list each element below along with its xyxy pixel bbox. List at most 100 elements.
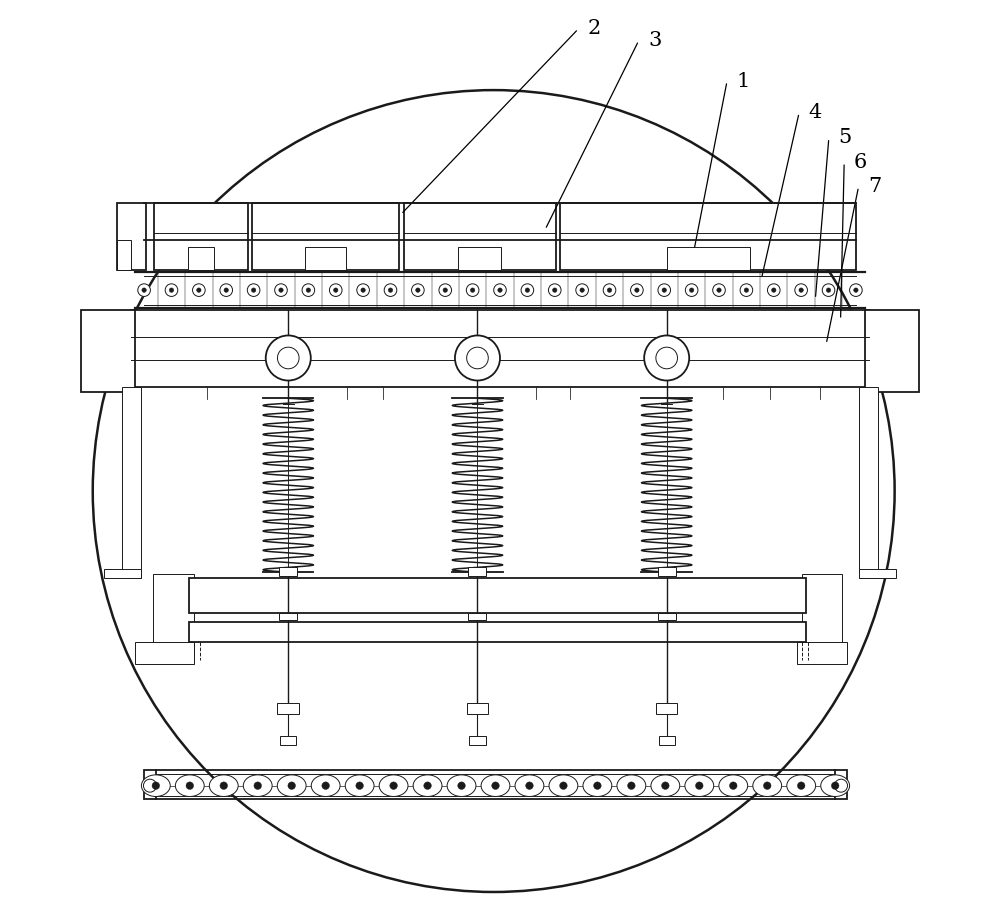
Circle shape bbox=[744, 288, 749, 292]
Circle shape bbox=[247, 284, 260, 296]
Ellipse shape bbox=[243, 775, 272, 796]
Circle shape bbox=[424, 782, 431, 789]
Bar bbox=[667, 247, 750, 270]
Circle shape bbox=[288, 782, 295, 789]
Circle shape bbox=[467, 347, 488, 369]
Circle shape bbox=[685, 284, 698, 296]
Bar bbox=[469, 736, 486, 745]
Circle shape bbox=[277, 347, 299, 369]
Circle shape bbox=[384, 284, 397, 296]
Circle shape bbox=[254, 782, 262, 789]
Circle shape bbox=[662, 782, 669, 789]
Circle shape bbox=[492, 782, 499, 789]
Text: 1: 1 bbox=[737, 71, 750, 91]
Circle shape bbox=[729, 782, 737, 789]
Circle shape bbox=[580, 288, 584, 292]
Circle shape bbox=[831, 782, 839, 789]
Circle shape bbox=[193, 284, 205, 296]
Bar bbox=[122, 387, 141, 578]
Bar bbox=[279, 613, 297, 620]
Bar bbox=[468, 613, 486, 620]
Bar bbox=[277, 703, 299, 714]
Ellipse shape bbox=[515, 775, 544, 796]
Circle shape bbox=[525, 288, 530, 292]
Bar bbox=[305, 247, 346, 270]
Circle shape bbox=[224, 288, 228, 292]
Bar bbox=[252, 203, 399, 270]
Ellipse shape bbox=[787, 775, 816, 796]
Text: 4: 4 bbox=[809, 103, 822, 123]
Circle shape bbox=[526, 782, 533, 789]
Circle shape bbox=[603, 284, 616, 296]
Circle shape bbox=[302, 284, 315, 296]
Bar bbox=[658, 613, 676, 620]
Circle shape bbox=[306, 288, 311, 292]
Circle shape bbox=[322, 782, 329, 789]
Circle shape bbox=[763, 782, 771, 789]
Ellipse shape bbox=[175, 775, 204, 796]
Ellipse shape bbox=[753, 775, 782, 796]
Bar bbox=[656, 703, 677, 714]
Bar bbox=[835, 770, 847, 799]
Circle shape bbox=[772, 288, 776, 292]
Bar bbox=[189, 578, 806, 613]
Bar bbox=[658, 567, 676, 576]
Circle shape bbox=[334, 288, 338, 292]
Bar bbox=[153, 574, 194, 646]
Circle shape bbox=[356, 782, 363, 789]
Bar bbox=[458, 247, 501, 270]
Circle shape bbox=[576, 284, 588, 296]
Circle shape bbox=[560, 782, 567, 789]
Circle shape bbox=[850, 284, 862, 296]
Bar bbox=[131, 310, 869, 387]
Bar bbox=[104, 569, 141, 578]
Circle shape bbox=[607, 288, 612, 292]
Circle shape bbox=[594, 782, 601, 789]
Circle shape bbox=[466, 284, 479, 296]
Bar bbox=[859, 387, 878, 578]
Bar bbox=[404, 203, 556, 270]
Bar bbox=[154, 203, 248, 270]
Ellipse shape bbox=[821, 775, 850, 796]
Text: 7: 7 bbox=[868, 177, 881, 196]
Circle shape bbox=[455, 335, 500, 380]
Circle shape bbox=[631, 284, 643, 296]
Circle shape bbox=[521, 284, 534, 296]
Circle shape bbox=[169, 288, 174, 292]
Circle shape bbox=[548, 284, 561, 296]
Circle shape bbox=[494, 284, 506, 296]
Ellipse shape bbox=[447, 775, 476, 796]
Circle shape bbox=[143, 779, 156, 792]
Ellipse shape bbox=[311, 775, 340, 796]
Circle shape bbox=[797, 782, 805, 789]
Ellipse shape bbox=[413, 775, 442, 796]
Bar bbox=[797, 642, 847, 664]
Circle shape bbox=[186, 782, 194, 789]
Circle shape bbox=[443, 288, 447, 292]
Circle shape bbox=[329, 284, 342, 296]
Circle shape bbox=[799, 288, 803, 292]
Bar bbox=[188, 247, 214, 270]
Circle shape bbox=[644, 335, 689, 380]
Ellipse shape bbox=[141, 775, 170, 796]
Circle shape bbox=[470, 288, 475, 292]
Circle shape bbox=[412, 284, 424, 296]
Circle shape bbox=[197, 288, 201, 292]
Text: 5: 5 bbox=[838, 128, 852, 148]
Circle shape bbox=[142, 288, 146, 292]
Circle shape bbox=[266, 335, 311, 380]
Circle shape bbox=[656, 347, 677, 369]
Circle shape bbox=[361, 288, 365, 292]
Bar bbox=[859, 569, 896, 578]
Circle shape bbox=[835, 779, 848, 792]
Circle shape bbox=[439, 284, 452, 296]
Circle shape bbox=[357, 284, 369, 296]
Circle shape bbox=[658, 284, 671, 296]
Bar bbox=[467, 703, 488, 714]
Ellipse shape bbox=[277, 775, 306, 796]
Bar bbox=[189, 622, 806, 642]
Ellipse shape bbox=[209, 775, 238, 796]
Text: 3: 3 bbox=[648, 31, 662, 50]
Circle shape bbox=[689, 288, 694, 292]
Bar bbox=[117, 203, 146, 270]
